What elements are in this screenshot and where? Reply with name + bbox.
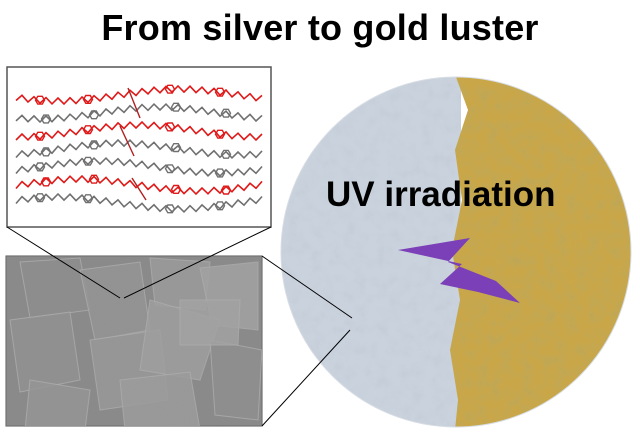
aromatic-ring [34,131,46,141]
molecule-chain [15,192,263,214]
molecule-chain [15,102,263,124]
molecule-chain [15,156,263,178]
aromatic-ring [214,201,226,211]
molecule-chain [15,120,263,142]
molecule-chain [15,138,263,160]
aromatic-ring [34,193,46,203]
chain-link [127,87,141,119]
aromatic-ring [88,174,100,184]
aromatic-ring [82,125,94,135]
aromatic-ring [170,102,182,112]
aromatic-ring [214,129,226,139]
aromatic-ring [88,110,100,120]
aromatic-ring [40,177,52,187]
aromatic-ring [82,194,94,204]
aromatic-ring [34,162,46,172]
aromatic-ring [82,156,94,166]
aromatic-ring [214,168,226,178]
uv-irradiation-label: UV irradiation [326,175,556,214]
aromatic-ring [34,95,46,105]
aromatic-ring [40,114,52,124]
zoom-connector-lines [6,226,353,427]
aromatic-ring [40,147,52,157]
chain-link [119,125,135,157]
figure-title: From silver to gold luster [101,7,539,48]
molecule-chain [15,84,263,106]
aromatic-ring [220,149,232,159]
aromatic-ring [214,87,226,97]
molecular-packing-inset [6,66,272,228]
aromatic-ring [164,204,176,214]
molecule-chain [15,174,263,196]
aromatic-ring [220,185,232,195]
chain-link [131,177,147,201]
lightning-bolt-icon [398,238,520,303]
aromatic-ring [170,184,182,195]
aromatic-ring [164,84,176,94]
sem-image-inset [5,255,263,427]
aromatic-ring [164,122,176,132]
aromatic-ring [82,94,94,105]
aromatic-ring [170,142,182,153]
aromatic-ring [220,108,232,118]
aromatic-ring [88,140,100,150]
crystal-photo-circle [281,77,631,427]
aromatic-ring [164,164,176,174]
